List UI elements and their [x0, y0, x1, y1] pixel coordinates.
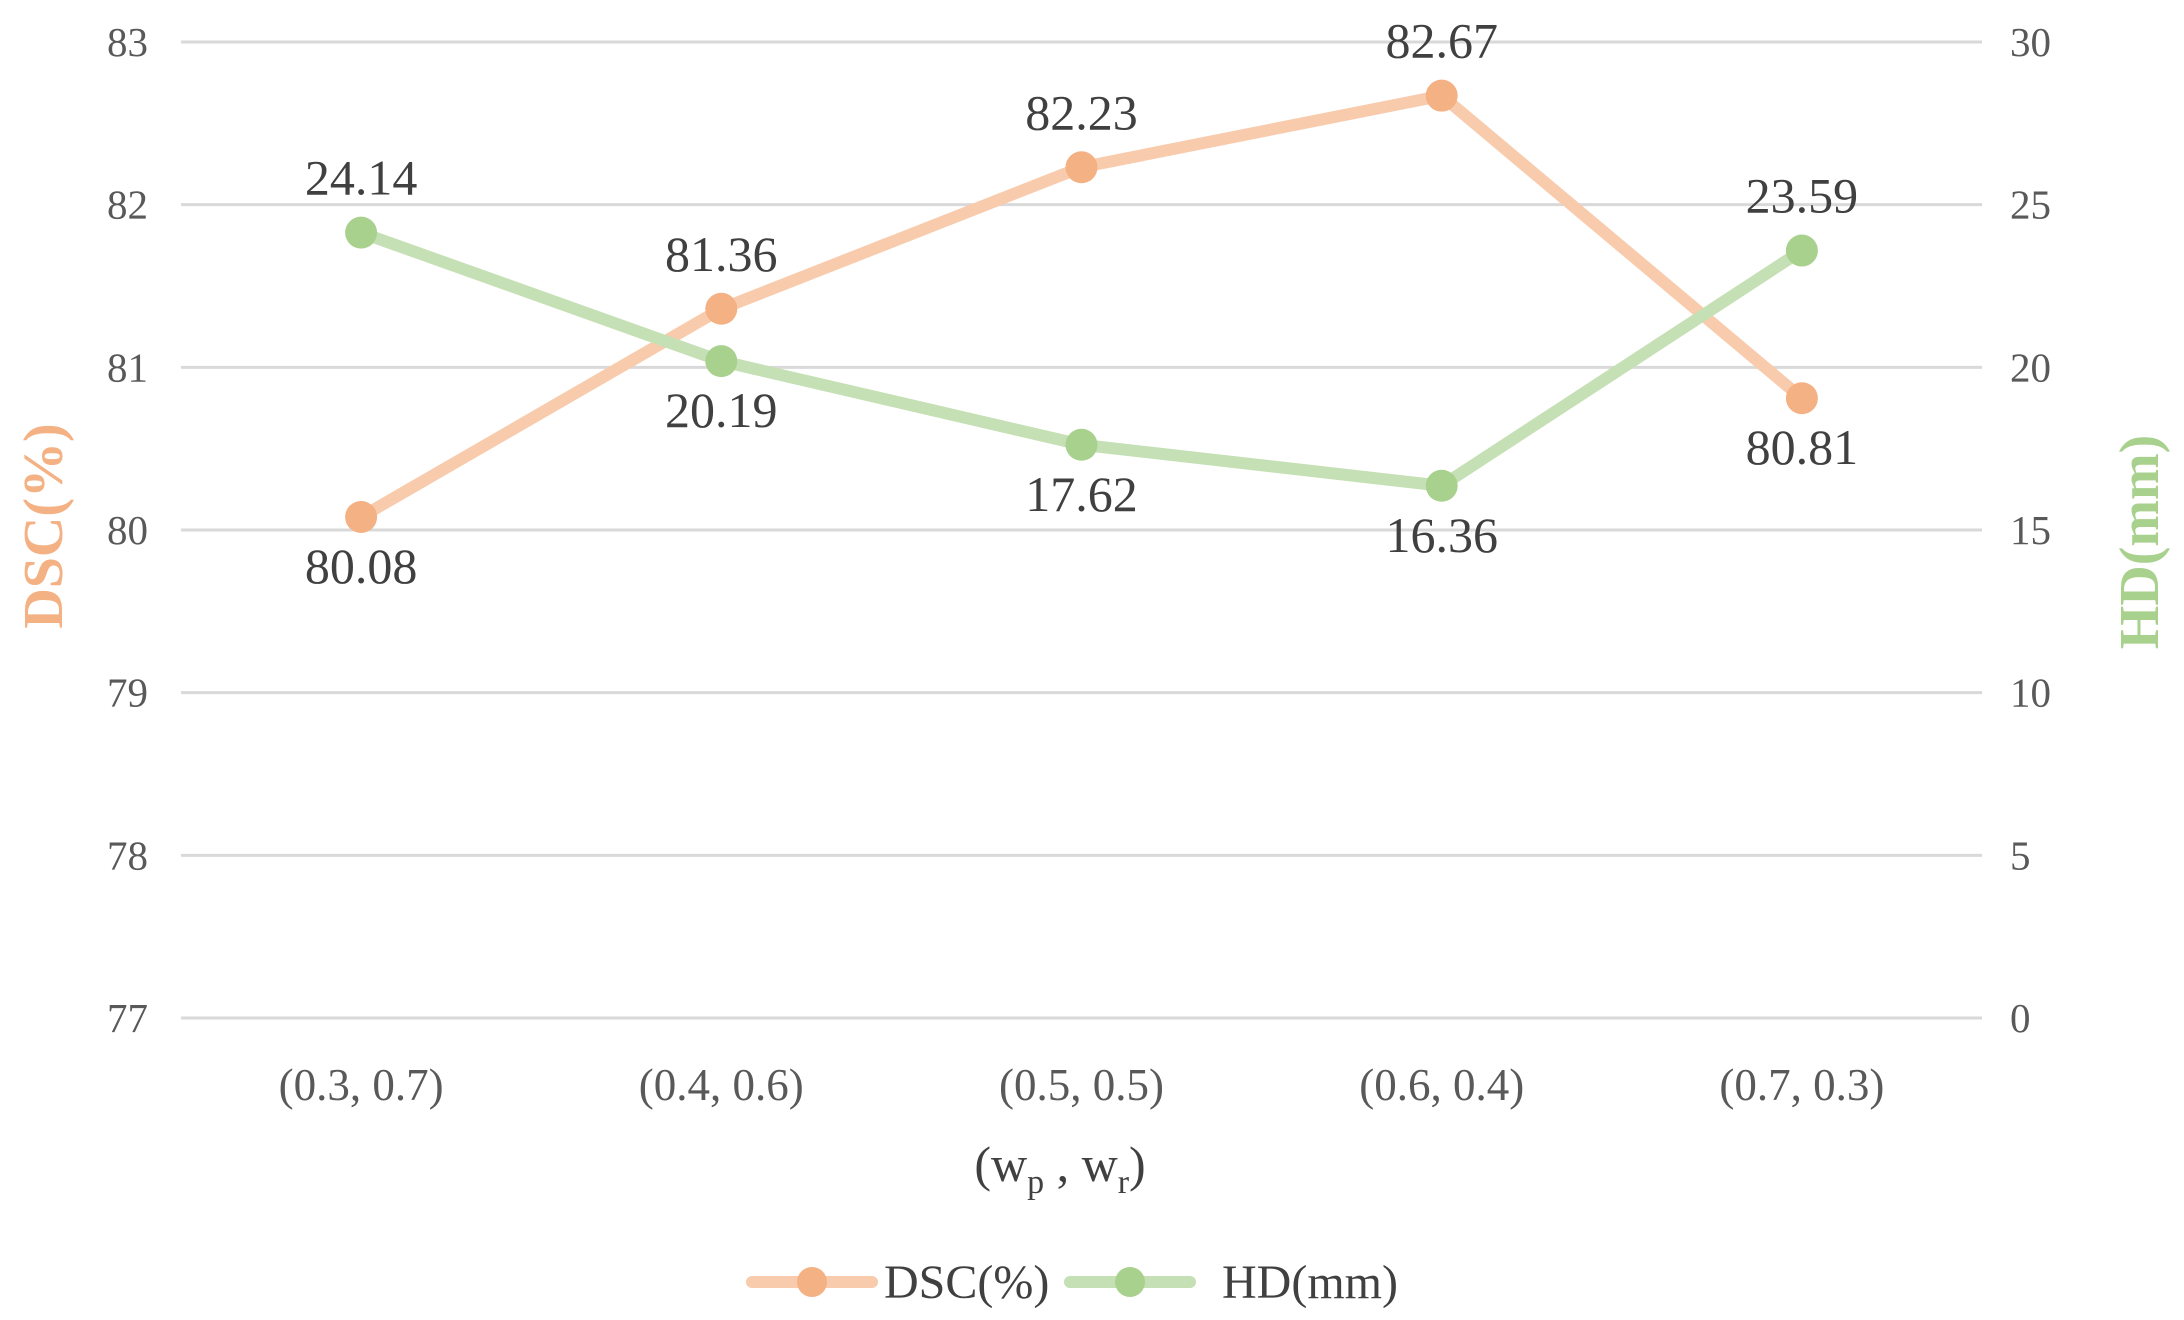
gridlines	[181, 40, 1982, 1020]
left-tick-label: 79	[107, 670, 148, 716]
right-tick-label: 25	[2010, 182, 2051, 228]
legend-hd-label: HD(mm)	[1222, 1256, 1398, 1309]
left-tick-label: 81	[107, 344, 148, 390]
series-layer	[345, 79, 1818, 533]
x-axis-title: (wp , wr)	[974, 1136, 1145, 1201]
right-tick-label: 15	[2010, 507, 2051, 553]
legend-item-hd[interactable]: HD(mm)	[1064, 1256, 1398, 1309]
hd-data-label: 23.59	[1746, 168, 1859, 224]
legend-item-dsc[interactable]: DSC(%)	[746, 1256, 1049, 1309]
left-axis-title: DSC(%)	[13, 423, 75, 628]
dsc-data-point[interactable]	[1065, 151, 1098, 184]
dsc-data-label: 80.08	[305, 538, 418, 594]
x-tick-label: (0.3, 0.7)	[279, 1060, 444, 1110]
hd-data-label: 24.14	[305, 150, 418, 206]
right-tick-label: 30	[2010, 19, 2051, 65]
right-tick-label: 0	[2010, 995, 2031, 1041]
x-tick-label: (0.4, 0.6)	[639, 1060, 804, 1110]
dsc-data-point[interactable]	[345, 500, 378, 533]
dsc-data-label: 82.23	[1025, 84, 1138, 140]
hd-data-label: 16.36	[1385, 507, 1498, 563]
left-tick-label: 77	[107, 995, 148, 1041]
legend-hd-marker	[1115, 1267, 1145, 1297]
x-tick-label: (0.6, 0.4)	[1359, 1060, 1524, 1110]
hd-data-point[interactable]	[1425, 469, 1458, 502]
data-labels: 80.08 81.36 82.23 82.67 80.81 24.14 20.19 17.62…	[305, 13, 1858, 594]
right-tick-label: 10	[2010, 670, 2051, 716]
legend: DSC(%) HD(mm)	[746, 1256, 1398, 1309]
dsc-data-point[interactable]	[1425, 79, 1458, 112]
hd-data-point[interactable]	[705, 345, 738, 378]
dsc-data-point[interactable]	[705, 292, 738, 325]
hd-data-point[interactable]	[1785, 234, 1818, 267]
hd-data-label: 17.62	[1025, 466, 1138, 522]
legend-dsc-label: DSC(%)	[884, 1256, 1049, 1309]
dsc-data-label: 82.67	[1385, 13, 1498, 69]
x-tick-label: (0.5, 0.5)	[999, 1060, 1164, 1110]
right-y-axis: 0 5 10 15 20 25 30	[2010, 19, 2051, 1041]
right-tick-label: 5	[2010, 832, 2031, 878]
legend-dsc-marker	[797, 1267, 827, 1297]
left-tick-label: 82	[107, 182, 148, 228]
right-axis-title: HD(mm)	[2109, 435, 2171, 650]
left-tick-label: 78	[107, 832, 148, 878]
dsc-data-label: 81.36	[665, 226, 778, 282]
left-tick-label: 80	[107, 507, 148, 553]
dsc-data-label: 80.81	[1746, 419, 1859, 475]
hd-data-point[interactable]	[1065, 428, 1098, 461]
hd-data-label: 20.19	[665, 382, 778, 438]
hd-data-point[interactable]	[345, 216, 378, 249]
right-tick-label: 20	[2010, 344, 2051, 390]
left-tick-label: 83	[107, 19, 148, 65]
dsc-data-point[interactable]	[1785, 382, 1818, 415]
x-axis: (0.3, 0.7) (0.4, 0.6) (0.5, 0.5) (0.6, 0.4)…	[279, 1060, 1885, 1110]
x-tick-label: (0.7, 0.3)	[1719, 1060, 1884, 1110]
left-y-axis: 77 78 79 80 81 82 83	[107, 19, 148, 1041]
